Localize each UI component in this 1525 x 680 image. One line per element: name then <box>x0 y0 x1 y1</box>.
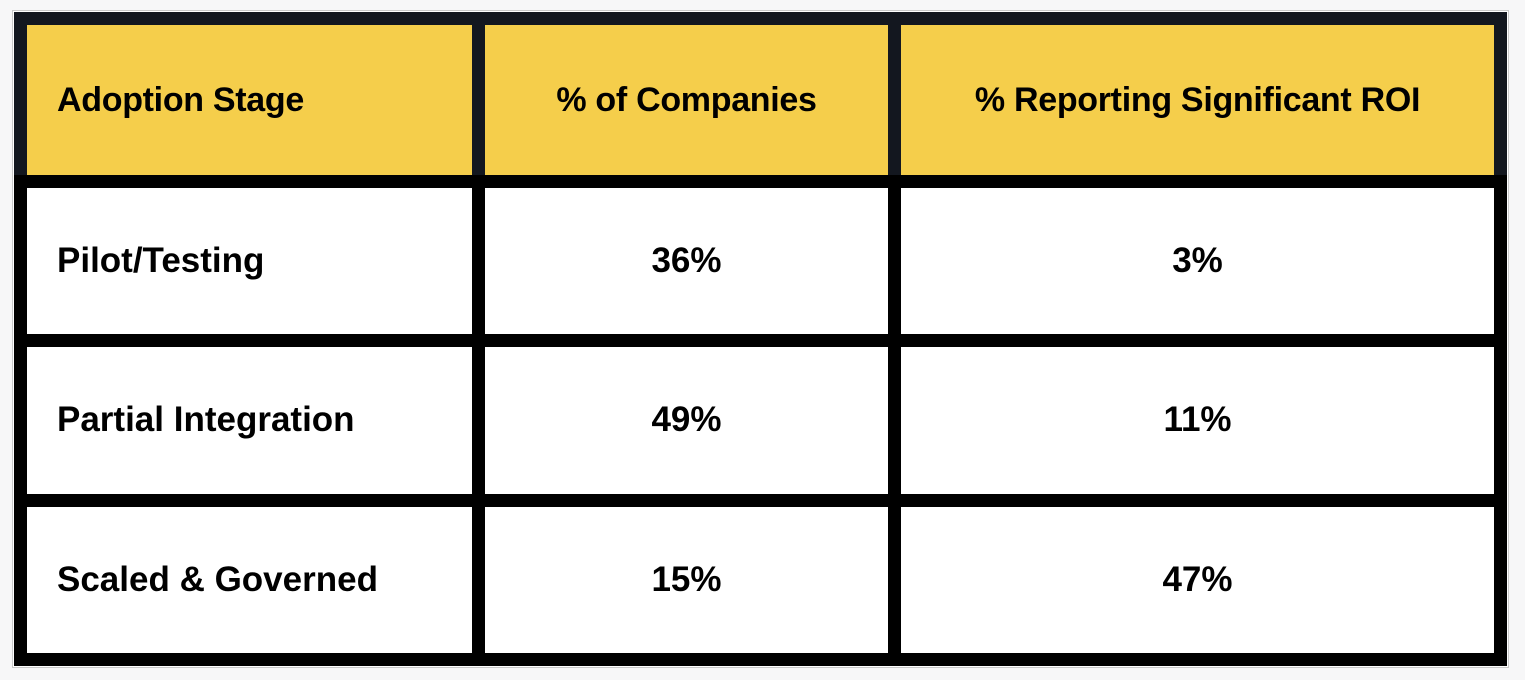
table-body: Pilot/Testing 36% 3% Partial Integration… <box>14 175 1507 666</box>
column-header-percent-reporting-roi: % Reporting Significant ROI <box>901 25 1494 175</box>
row-scaled-governed-roi-cell: 47% <box>901 506 1494 653</box>
column-header-percent-of-companies: % of Companies <box>485 25 888 175</box>
column-header-adoption-stage: Adoption Stage <box>27 25 472 175</box>
row-scaled-governed-stage-cell: Scaled & Governed <box>27 506 472 653</box>
row-partial-integration-roi-cell: 11% <box>901 347 1494 494</box>
row-partial-integration-companies-cell: 49% <box>485 347 888 494</box>
adoption-table: Adoption Stage % of Companies % Reportin… <box>12 10 1509 668</box>
row-pilot-testing-roi-cell: 3% <box>901 188 1494 335</box>
row-pilot-testing-stage-cell: Pilot/Testing <box>27 188 472 335</box>
row-pilot-testing-companies-cell: 36% <box>485 188 888 335</box>
row-partial-integration-stage-cell: Partial Integration <box>27 347 472 494</box>
row-scaled-governed-companies-cell: 15% <box>485 506 888 653</box>
table-header-row: Adoption Stage % of Companies % Reportin… <box>14 12 1507 175</box>
